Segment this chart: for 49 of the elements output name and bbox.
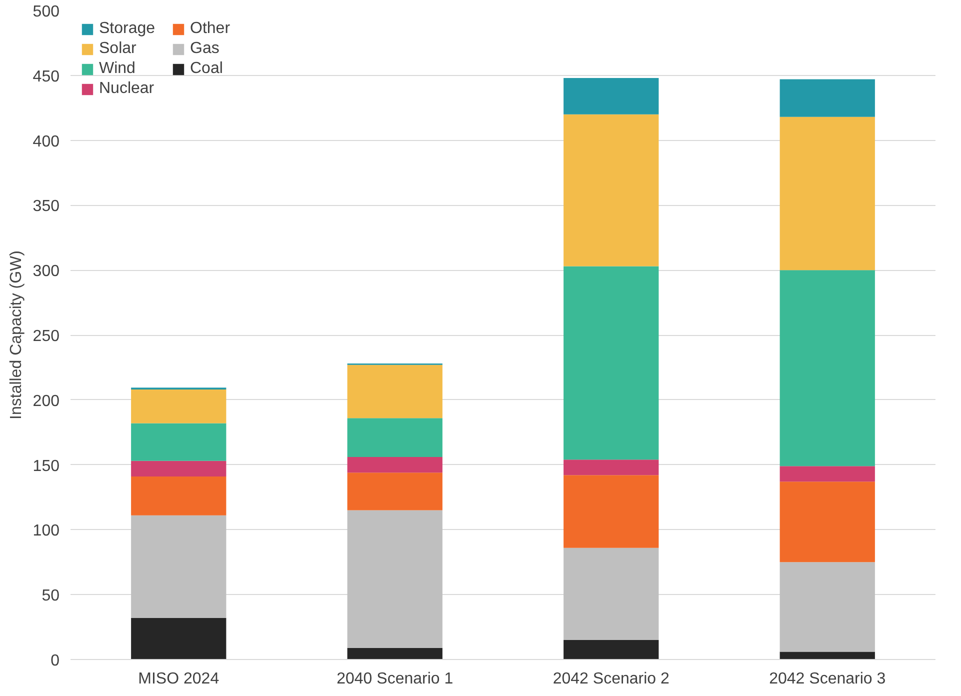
bar	[780, 79, 875, 117]
legend-label: Wind	[99, 60, 136, 78]
bar	[780, 482, 875, 562]
bar	[564, 640, 659, 660]
legend-label: Storage	[99, 20, 156, 38]
x-tick-label: 2040 Scenario 1	[336, 670, 454, 688]
y-tick-label: 250	[32, 328, 60, 345]
bar	[780, 270, 875, 466]
bar	[347, 457, 442, 473]
bar	[564, 78, 659, 114]
bar	[564, 266, 659, 460]
y-tick-label: 200	[32, 392, 60, 410]
bar	[347, 364, 442, 418]
bar	[564, 475, 659, 548]
y-tick-label: 450	[32, 68, 60, 86]
bar	[131, 476, 226, 516]
bar	[780, 466, 875, 482]
bar	[780, 116, 875, 270]
bar	[131, 618, 226, 660]
legend-label: Other	[190, 20, 232, 38]
legend-label: Nuclear	[99, 80, 156, 98]
y-tick-label: 0	[50, 652, 60, 670]
bar	[131, 460, 226, 476]
bar	[564, 548, 659, 640]
y-tick-label: 300	[32, 263, 60, 280]
bar	[347, 472, 442, 510]
bar	[564, 114, 659, 266]
bar	[131, 423, 226, 461]
x-tick-label: MISO 2024	[138, 670, 220, 688]
x-tick-label: 2042 Scenario 3	[769, 670, 886, 688]
bar	[131, 515, 226, 618]
bar	[347, 510, 442, 648]
legend-label: Solar	[99, 40, 138, 58]
bar	[131, 390, 226, 424]
y-tick-label: 350	[32, 198, 60, 216]
legend-label: Coal	[190, 60, 224, 78]
y-tick-label: 150	[32, 458, 60, 475]
y-tick-label: 500	[32, 4, 60, 20]
legend-label: Gas	[190, 40, 220, 58]
bar	[347, 418, 442, 458]
y-tick-label: 400	[32, 133, 60, 150]
bar	[780, 562, 875, 652]
y-tick-label: 100	[32, 522, 60, 540]
bar	[564, 460, 659, 476]
bar	[780, 652, 875, 660]
x-tick-label: 2042 Scenario 2	[552, 670, 670, 688]
y-tick-label: 50	[42, 588, 60, 605]
bar	[347, 648, 442, 660]
y-axis-title: Installed Capacity (GW)	[8, 250, 25, 420]
